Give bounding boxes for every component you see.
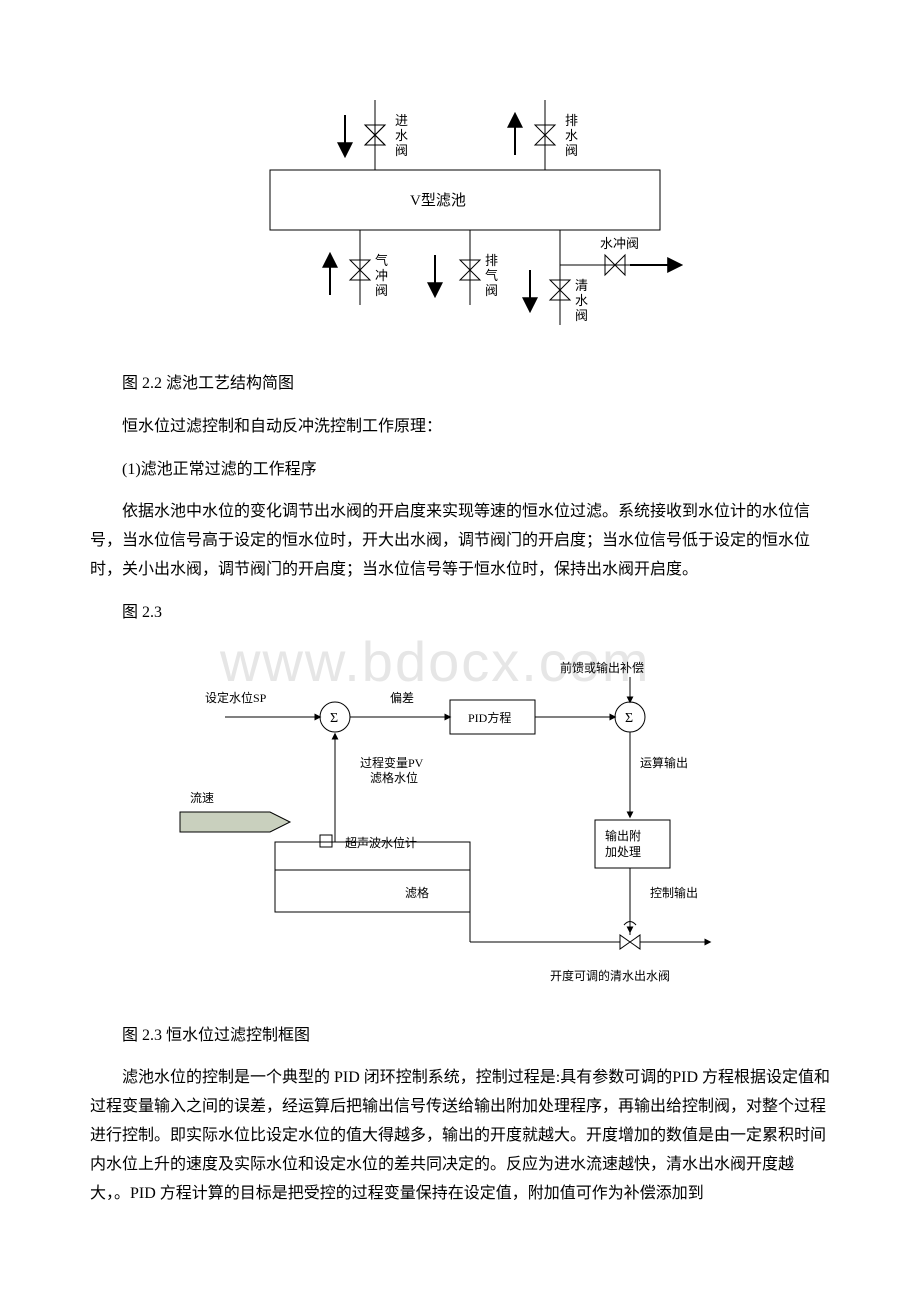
- control-valve: [620, 921, 640, 949]
- clear-label-2: 水: [575, 293, 588, 308]
- exhaust-label-2: 气: [485, 268, 498, 283]
- clear-label-1: 清: [575, 278, 588, 293]
- fig23-svg: 设定水位SP Σ 偏差 PID方程 Σ 前馈或输出补偿 过程变量PV 滤格水位: [150, 642, 770, 1002]
- drain-valve-group: 排 水 阀: [515, 100, 578, 170]
- post-label-2: 加处理: [605, 845, 641, 859]
- exhaust-valve-group: 排 气 阀: [435, 230, 498, 305]
- paragraph-1: 依据水池中水位的变化调节出水阀的开启度来实现等速的恒水位过滤。系统接收到水位计的…: [90, 498, 830, 584]
- inlet-label-1: 进: [395, 113, 408, 128]
- exhaust-label-1: 排: [485, 253, 498, 268]
- air-valve-group: 气 冲 阀: [330, 230, 388, 305]
- inlet-label-2: 水: [395, 128, 408, 143]
- pid-label: PID方程: [468, 710, 511, 725]
- pv-label-2: 滤格水位: [370, 770, 418, 785]
- figure-2-3: 设定水位SP Σ 偏差 PID方程 Σ 前馈或输出补偿 过程变量PV 滤格水位: [90, 642, 830, 1002]
- air-label-2: 冲: [375, 268, 388, 283]
- drain-label-3: 阀: [565, 143, 578, 158]
- calc-out-label: 运算输出: [640, 755, 688, 770]
- flow-label: 流速: [190, 791, 214, 805]
- inlet-label-3: 阀: [395, 143, 408, 158]
- fig23-caption: 图 2.3 恒水位过滤控制框图: [90, 1022, 830, 1051]
- sp-label: 设定水位SP: [205, 690, 267, 705]
- figure-2-2: V型滤池 进 水 阀 排 水 阀 气 冲: [90, 70, 830, 350]
- ff-label: 前馈或输出补偿: [560, 660, 644, 675]
- air-label-3: 阀: [375, 283, 388, 298]
- fig22-caption: 图 2.2 滤池工艺结构简图: [90, 370, 830, 399]
- air-label-1: 气: [375, 253, 388, 268]
- post-process-box: [595, 820, 670, 868]
- ultrasonic-sensor: [320, 835, 332, 847]
- sigma-1-symbol: Σ: [330, 711, 338, 726]
- exhaust-label-3: 阀: [485, 283, 498, 298]
- inline-fig23-label: 图 2.3: [90, 599, 830, 628]
- ctrl-out-label: 控制输出: [650, 885, 698, 900]
- drain-label-1: 排: [565, 113, 578, 128]
- filter-cell-label: 滤格: [405, 885, 429, 900]
- drain-label-2: 水: [565, 128, 578, 143]
- clear-label-3: 阀: [575, 308, 588, 323]
- inlet-valve-group: 进 水 阀: [345, 100, 408, 170]
- sigma-2-symbol: Σ: [625, 711, 633, 726]
- post-label-1: 输出附: [605, 828, 641, 843]
- error-label: 偏差: [390, 690, 414, 705]
- fig22-svg: V型滤池 进 水 阀 排 水 阀 气 冲: [210, 70, 710, 350]
- filter-tank: [275, 842, 470, 912]
- filter-box-label: V型滤池: [410, 192, 466, 209]
- pv-label-1: 过程变量PV: [360, 755, 424, 770]
- flush-label: 水冲阀: [600, 236, 639, 251]
- clear-valve-group: 清 水 阀: [530, 230, 588, 325]
- valve-caption: 开度可调的清水出水阀: [550, 968, 670, 983]
- step-1-heading: (1)滤池正常过滤的工作程序: [90, 456, 830, 485]
- sensor-label: 超声波水位计: [345, 835, 417, 850]
- principle-heading: 恒水位过滤控制和自动反冲洗控制工作原理：: [90, 413, 830, 442]
- water-flush-group: 水冲阀: [560, 236, 680, 275]
- flow-arrow-shape: [180, 812, 290, 832]
- paragraph-2: 滤池水位的控制是一个典型的 PID 闭环控制系统，控制过程是:具有参数可调的PI…: [90, 1064, 830, 1208]
